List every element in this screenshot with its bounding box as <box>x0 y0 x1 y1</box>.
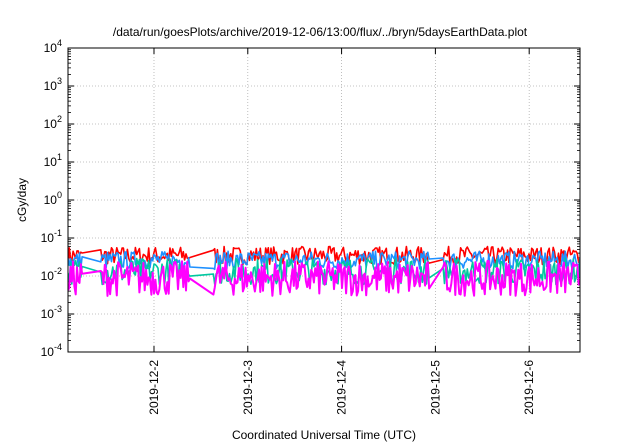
y-tick-label: 104 <box>44 38 62 55</box>
x-tick-label: 2019-12-4 <box>335 360 349 415</box>
series-group <box>68 245 580 297</box>
y-tick-label: 10-2 <box>41 266 62 283</box>
y-tick-label: 10-4 <box>41 342 62 359</box>
y-tick-label: 10-3 <box>41 304 62 321</box>
series-line-4 <box>68 259 580 297</box>
x-tick-label: 2019-12-5 <box>428 360 442 415</box>
chart-title: /data/run/goesPlots/archive/2019-12-06/1… <box>112 25 528 39</box>
y-tick-label: 100 <box>44 190 62 207</box>
y-tick-label: 10-1 <box>41 228 62 245</box>
y-tick-label: 102 <box>44 114 62 131</box>
x-axis-label: Coordinated Universal Time (UTC) <box>231 428 417 442</box>
y-tick-label: 103 <box>44 76 62 93</box>
plot-frame <box>67 47 581 353</box>
x-tick-label: 2019-12-6 <box>522 360 536 415</box>
y-axis-label: cGy/day <box>15 177 29 223</box>
y-tick-label: 101 <box>44 152 62 169</box>
x-tick-label: 2019-12-3 <box>241 360 255 415</box>
x-tick-label: 2019-12-2 <box>147 360 161 415</box>
